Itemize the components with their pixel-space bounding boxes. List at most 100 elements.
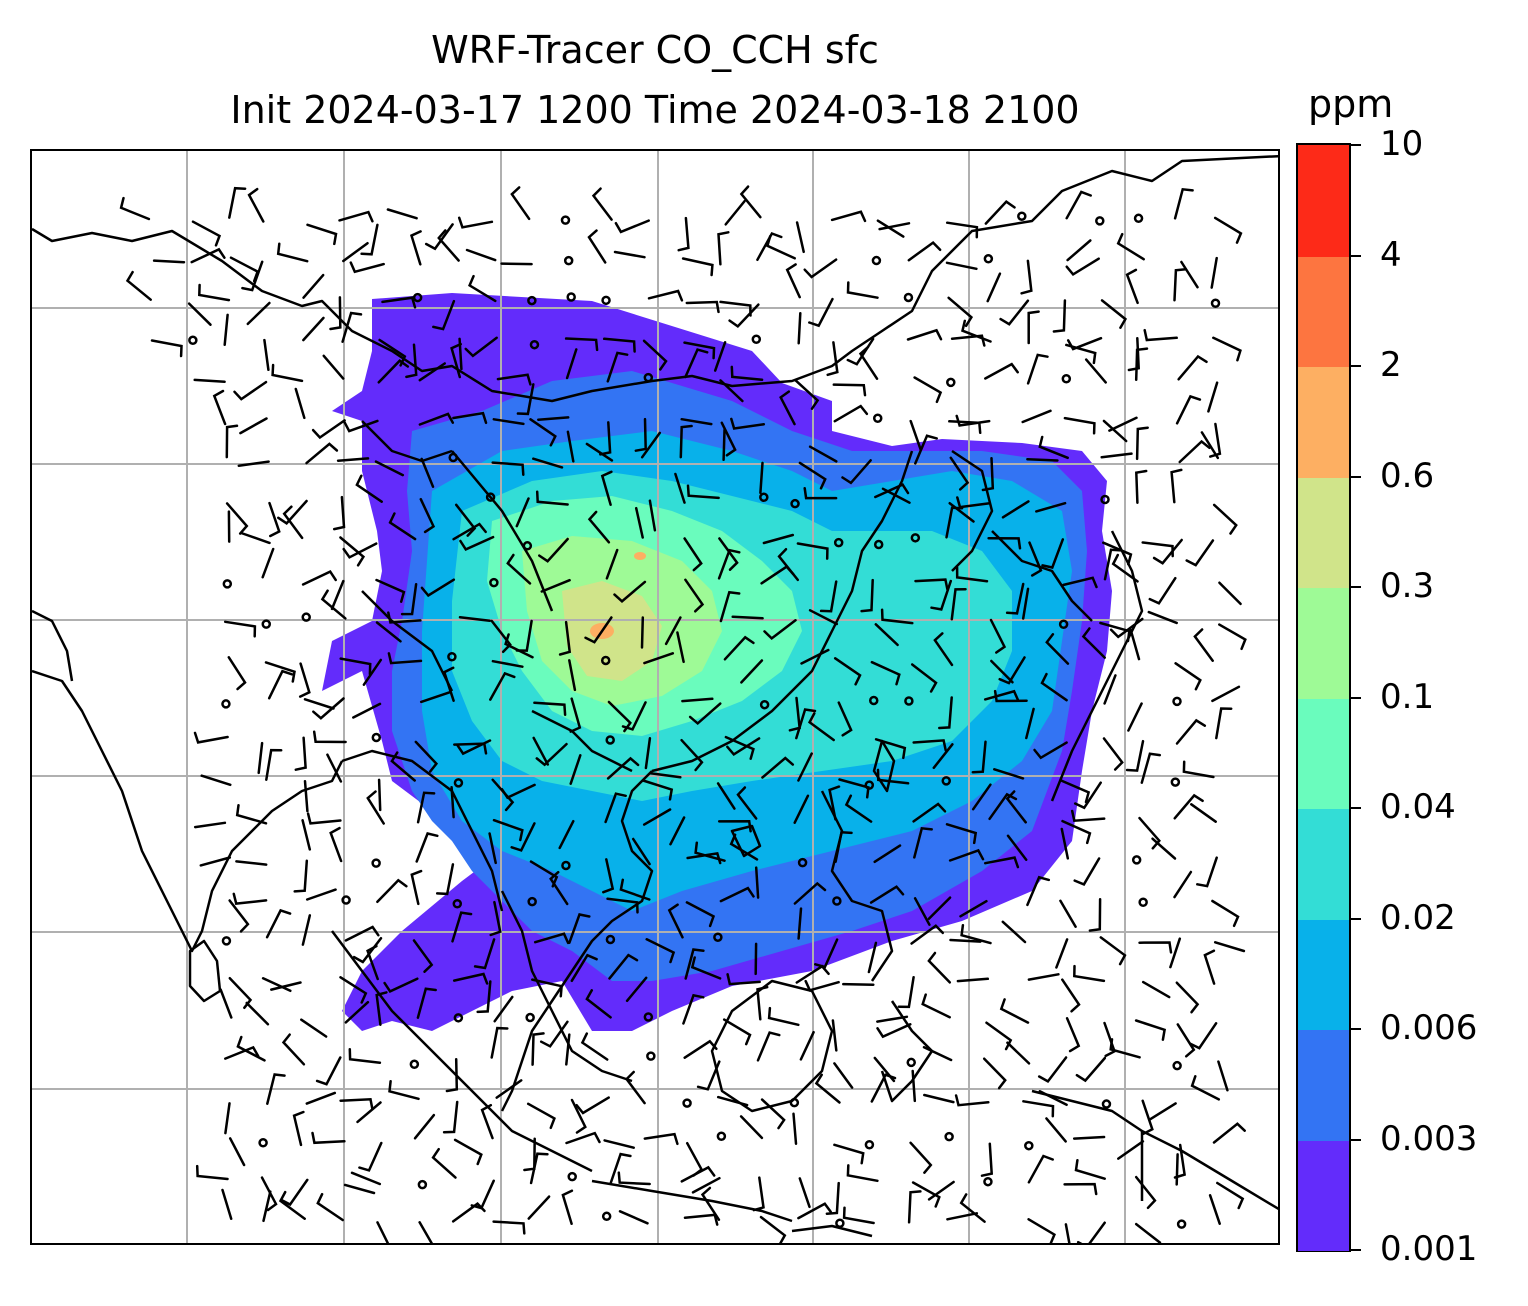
calm-wind-marker bbox=[489, 577, 499, 588]
calm-wind-marker bbox=[759, 699, 770, 710]
wind-barb bbox=[1055, 938, 1069, 969]
wind-barb bbox=[387, 611, 422, 624]
wind-barb bbox=[569, 697, 582, 733]
wind-barb bbox=[261, 977, 292, 993]
wind-barb bbox=[584, 616, 613, 644]
wind-barb bbox=[344, 1000, 370, 1024]
wind-barb bbox=[488, 832, 497, 865]
wind-barb bbox=[516, 383, 535, 416]
wind-barb bbox=[500, 783, 536, 800]
wind-barb bbox=[906, 328, 943, 341]
wind-barb bbox=[719, 886, 755, 903]
wind-barb bbox=[1062, 576, 1098, 589]
wind-barb bbox=[765, 234, 796, 260]
wind-barb bbox=[585, 989, 612, 1019]
wind-barb bbox=[235, 860, 268, 866]
wind-barb bbox=[549, 870, 569, 906]
wind-barb bbox=[418, 362, 446, 382]
wind-barb bbox=[911, 1069, 917, 1103]
wind-barb bbox=[722, 1018, 752, 1046]
wind-barb bbox=[342, 542, 378, 559]
wind-barb bbox=[339, 1098, 374, 1111]
wind-barb bbox=[910, 663, 938, 693]
wind-barb bbox=[480, 1103, 494, 1140]
wind-barb bbox=[237, 460, 270, 467]
wind-barb bbox=[971, 783, 992, 811]
wind-barb bbox=[294, 387, 306, 420]
wind-barb bbox=[948, 848, 985, 862]
wind-barb bbox=[1151, 837, 1177, 860]
new-guinea bbox=[1031, 1089, 1278, 1211]
wind-barb bbox=[696, 1060, 721, 1091]
wind-barb bbox=[873, 844, 902, 864]
wind-barb bbox=[688, 702, 722, 726]
calm-wind-marker bbox=[910, 533, 921, 543]
wind-barb bbox=[946, 1212, 979, 1221]
wind-barb bbox=[950, 587, 967, 621]
wind-barb bbox=[826, 341, 839, 377]
wind-barb bbox=[490, 619, 512, 654]
wind-barb bbox=[624, 1070, 646, 1105]
wind-barb bbox=[476, 980, 492, 1014]
wind-barb bbox=[1038, 1090, 1068, 1107]
calm-wind-marker bbox=[797, 857, 808, 868]
wind-barb bbox=[301, 914, 312, 946]
wind-barb bbox=[1037, 1056, 1068, 1084]
wind-barb bbox=[1175, 394, 1202, 425]
wind-barb bbox=[797, 752, 813, 782]
wind-barb bbox=[981, 456, 995, 492]
wind-barb bbox=[945, 823, 978, 845]
calm-wind-marker bbox=[261, 619, 272, 629]
philippines bbox=[820, 790, 894, 982]
wind-barb bbox=[223, 313, 229, 346]
wind-barb bbox=[832, 383, 867, 397]
wind-barb bbox=[869, 885, 905, 904]
wind-barb bbox=[419, 497, 436, 534]
wind-barb bbox=[1066, 336, 1103, 351]
wind-barb bbox=[634, 506, 644, 539]
wind-barb bbox=[759, 461, 764, 495]
wind-barb bbox=[264, 661, 296, 683]
wind-barb bbox=[724, 735, 755, 760]
wind-barb bbox=[682, 993, 705, 1025]
wind-barb bbox=[1026, 457, 1059, 462]
wind-barb bbox=[625, 976, 648, 1003]
wind-barb bbox=[535, 490, 569, 506]
calm-wind-marker bbox=[525, 1012, 535, 1023]
wind-barb bbox=[451, 1202, 486, 1223]
calm-wind-marker bbox=[1172, 1060, 1182, 1071]
wind-barb bbox=[606, 897, 639, 914]
colorbar-tick bbox=[1351, 254, 1361, 257]
colorbar-segment bbox=[1298, 476, 1349, 588]
wind-barb bbox=[219, 988, 233, 1019]
wind-barb bbox=[945, 506, 964, 539]
wind-barb bbox=[419, 691, 451, 704]
calm-wind-marker bbox=[567, 1171, 577, 1182]
calm-wind-marker bbox=[682, 1098, 692, 1108]
wind-barb bbox=[1026, 875, 1051, 907]
wind-barb bbox=[523, 1137, 536, 1172]
wind-barb bbox=[1041, 538, 1065, 569]
wind-barb bbox=[413, 1113, 436, 1140]
wind-barb bbox=[442, 666, 455, 702]
wind-barb bbox=[493, 995, 514, 1023]
wind-barb bbox=[690, 956, 722, 980]
wind-barb bbox=[647, 289, 684, 302]
calm-wind-marker bbox=[946, 377, 956, 388]
wind-barb bbox=[302, 316, 325, 342]
wind-barb bbox=[999, 299, 1030, 326]
wind-barb bbox=[1076, 1221, 1106, 1243]
calm-wind-marker bbox=[873, 539, 884, 550]
wind-barb bbox=[267, 669, 294, 700]
calm-wind-marker bbox=[527, 295, 537, 306]
calm-wind-marker bbox=[371, 732, 382, 743]
colorbar-tick-label: 0.04 bbox=[1380, 787, 1456, 827]
wind-barb bbox=[1065, 343, 1097, 365]
colorbar-segment bbox=[1298, 366, 1349, 478]
wind-barb bbox=[1020, 259, 1033, 295]
wind-barb bbox=[1066, 239, 1092, 262]
wind-barb bbox=[410, 869, 423, 906]
wind-barb bbox=[301, 819, 312, 851]
calm-wind-marker bbox=[643, 372, 654, 383]
wind-barb bbox=[278, 1190, 306, 1220]
